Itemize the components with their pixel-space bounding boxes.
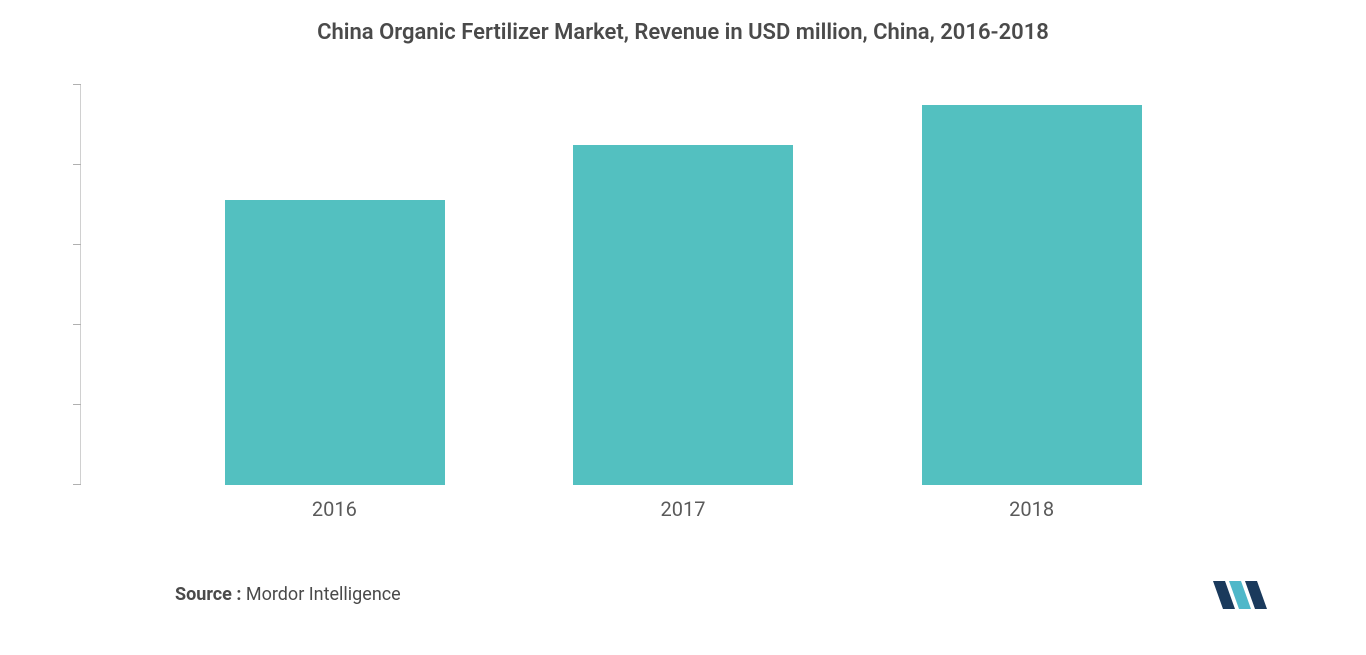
source-attribution: Source : Mordor Intelligence [175,584,401,605]
y-tick [73,244,81,245]
bar-slot [922,105,1142,485]
bar [573,145,793,485]
plot-area [80,85,1286,485]
y-tick [73,404,81,405]
bar-slot [573,145,793,485]
y-tick [73,164,81,165]
y-tick [73,324,81,325]
bar [922,105,1142,485]
x-axis-label: 2018 [922,497,1142,521]
bars-row [81,85,1286,485]
x-axis-labels: 2016 2017 2018 [80,497,1286,521]
bar [225,200,445,485]
chart-container: China Organic Fertilizer Market, Revenue… [0,0,1366,655]
x-axis-label: 2017 [573,497,793,521]
chart-title: China Organic Fertilizer Market, Revenue… [80,20,1286,45]
source-value: Mordor Intelligence [241,584,400,605]
x-axis-label: 2016 [224,497,444,521]
mordor-logo-icon [1211,577,1271,613]
y-tick [73,484,81,485]
source-label: Source : [175,584,241,605]
bar-slot [225,200,445,485]
y-tick [73,84,81,85]
